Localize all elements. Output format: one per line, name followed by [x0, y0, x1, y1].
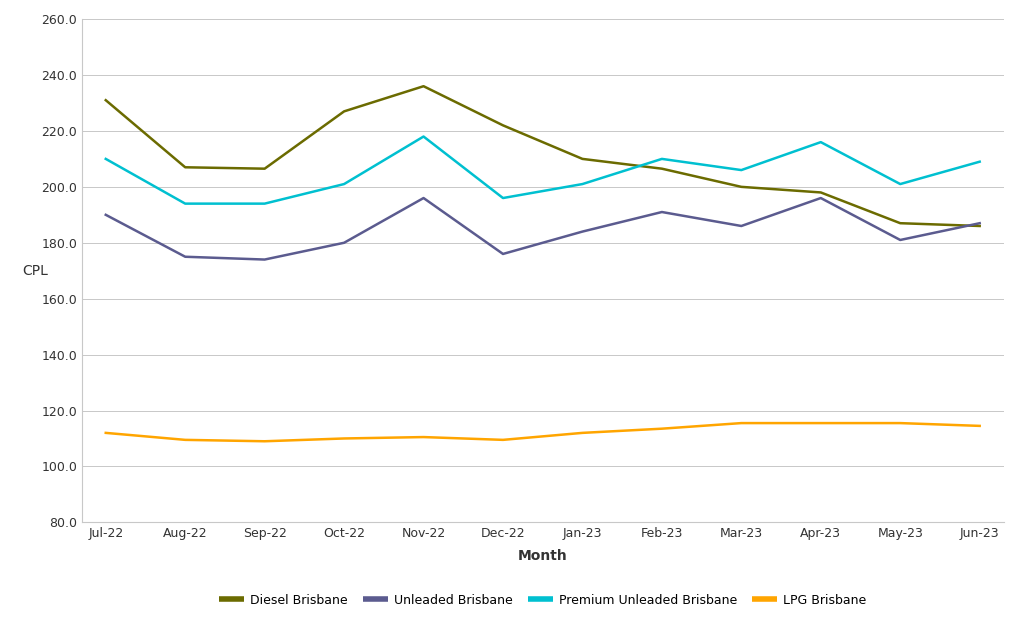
- Premium Unleaded Brisbane: [655, 155, 668, 162]
- Unleaded Brisbane: [258, 255, 270, 263]
- Unleaded Brisbane: [974, 219, 986, 227]
- Diesel Brisbane: [497, 122, 509, 129]
- Premium Unleaded Brisbane: [894, 180, 906, 188]
- LPG Brisbane: [258, 438, 270, 445]
- Diesel Brisbane: [179, 164, 191, 171]
- LPG Brisbane: [338, 434, 350, 442]
- Premium Unleaded Brisbane: [179, 200, 191, 208]
- LPG Brisbane: [894, 419, 906, 427]
- Unleaded Brisbane: [418, 194, 430, 202]
- Premium Unleaded Brisbane: [577, 180, 589, 188]
- LPG Brisbane: [577, 429, 589, 437]
- LPG Brisbane: [497, 436, 509, 444]
- Diesel Brisbane: [655, 165, 668, 173]
- Line: Premium Unleaded Brisbane: Premium Unleaded Brisbane: [105, 136, 980, 204]
- Unleaded Brisbane: [735, 222, 748, 230]
- Diesel Brisbane: [577, 155, 589, 162]
- Legend: Diesel Brisbane, Unleaded Brisbane, Premium Unleaded Brisbane, LPG Brisbane: Diesel Brisbane, Unleaded Brisbane, Prem…: [214, 589, 871, 612]
- Unleaded Brisbane: [894, 236, 906, 244]
- Premium Unleaded Brisbane: [99, 155, 112, 162]
- Unleaded Brisbane: [655, 208, 668, 216]
- Premium Unleaded Brisbane: [338, 180, 350, 188]
- Diesel Brisbane: [99, 96, 112, 104]
- Unleaded Brisbane: [99, 211, 112, 218]
- Diesel Brisbane: [974, 222, 986, 230]
- Diesel Brisbane: [894, 219, 906, 227]
- LPG Brisbane: [179, 436, 191, 444]
- LPG Brisbane: [99, 429, 112, 437]
- Diesel Brisbane: [418, 82, 430, 90]
- Premium Unleaded Brisbane: [258, 200, 270, 208]
- Line: LPG Brisbane: LPG Brisbane: [105, 423, 980, 441]
- LPG Brisbane: [974, 422, 986, 430]
- Premium Unleaded Brisbane: [735, 166, 748, 174]
- Diesel Brisbane: [338, 108, 350, 115]
- LPG Brisbane: [655, 425, 668, 433]
- Diesel Brisbane: [815, 189, 827, 196]
- Diesel Brisbane: [735, 183, 748, 190]
- Line: Unleaded Brisbane: Unleaded Brisbane: [105, 198, 980, 259]
- Line: Diesel Brisbane: Diesel Brisbane: [105, 86, 980, 226]
- LPG Brisbane: [735, 419, 748, 427]
- Premium Unleaded Brisbane: [418, 132, 430, 140]
- LPG Brisbane: [418, 433, 430, 441]
- Unleaded Brisbane: [497, 250, 509, 258]
- Premium Unleaded Brisbane: [815, 138, 827, 146]
- Unleaded Brisbane: [577, 228, 589, 236]
- X-axis label: Month: Month: [518, 548, 567, 562]
- Premium Unleaded Brisbane: [497, 194, 509, 202]
- Unleaded Brisbane: [179, 253, 191, 261]
- Unleaded Brisbane: [815, 194, 827, 202]
- Diesel Brisbane: [258, 165, 270, 173]
- LPG Brisbane: [815, 419, 827, 427]
- Premium Unleaded Brisbane: [974, 158, 986, 166]
- Unleaded Brisbane: [338, 239, 350, 247]
- Y-axis label: CPL: CPL: [23, 264, 48, 278]
